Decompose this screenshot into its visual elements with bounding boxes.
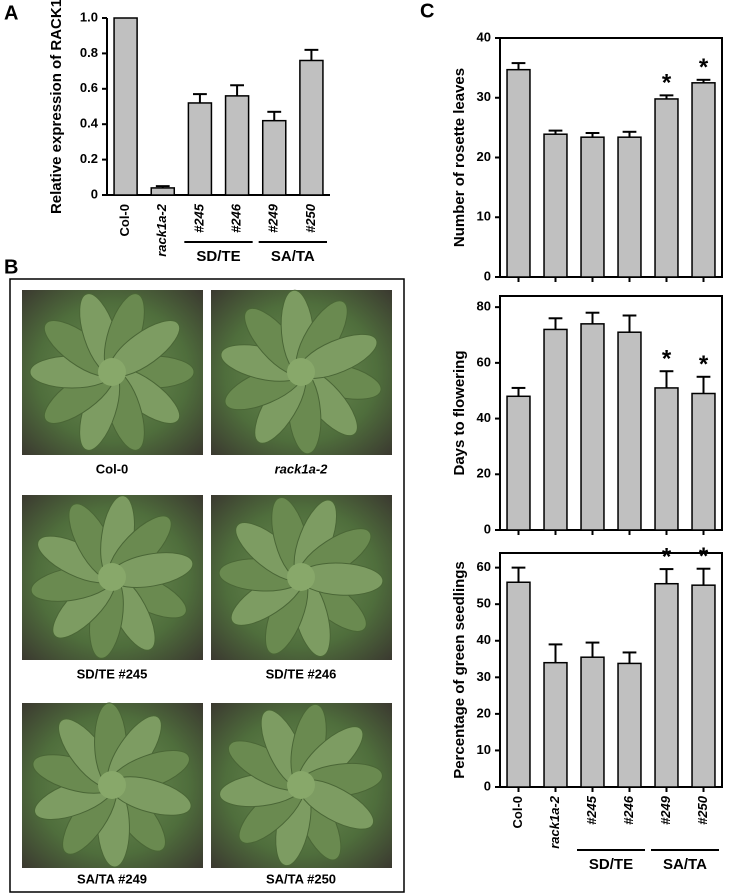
bar: [543, 328, 568, 531]
plot-frame: [499, 37, 723, 278]
significance-mark: *: [699, 351, 709, 378]
significance-mark: *: [699, 543, 709, 570]
x-tick-label: rack1a-2: [547, 795, 562, 849]
bar: [506, 581, 531, 788]
x-tick-label: #246: [621, 795, 636, 825]
y-tick-label: 40: [477, 410, 491, 425]
y-tick-label: 1.0: [80, 9, 98, 24]
y-tick-label: 20: [477, 705, 491, 720]
panel-label: B: [4, 256, 18, 278]
y-tick-label: 40: [477, 29, 491, 44]
x-tick-label: #249: [658, 795, 673, 825]
y-tick-label: 0.8: [80, 45, 98, 60]
y-axis-label: Days to flowering: [451, 350, 468, 475]
rosette-center: [98, 771, 126, 799]
bar: [617, 662, 642, 788]
y-tick-label: 10: [477, 209, 491, 224]
significance-mark: *: [662, 543, 672, 570]
rosette-center: [98, 358, 126, 386]
bar: [543, 661, 568, 788]
y-tick-label: 30: [477, 669, 491, 684]
y-tick-label: 60: [477, 354, 491, 369]
plot-frame: [499, 552, 723, 788]
y-tick-label: 30: [477, 89, 491, 104]
photo-caption: SA/TA #250: [266, 871, 336, 886]
x-tick-label: #250: [695, 795, 710, 825]
x-tick-label: Col-0: [117, 204, 132, 237]
bar: [299, 59, 324, 196]
y-tick-label: 10: [477, 742, 491, 757]
rosette-center: [98, 563, 126, 591]
bar: [261, 119, 287, 196]
y-tick-label: 50: [477, 596, 491, 611]
x-tick-label: Col-0: [510, 796, 525, 829]
bar: [654, 387, 679, 531]
bar: [580, 323, 605, 531]
x-tick-label: rack1a-2: [154, 203, 169, 257]
y-tick-label: 0: [484, 778, 491, 793]
y-tick-label: 0: [484, 268, 491, 283]
photo-caption: SD/TE #246: [266, 666, 337, 681]
photo-caption: rack1a-2: [275, 461, 329, 476]
group-label: SD/TE: [589, 856, 633, 873]
bar: [654, 98, 679, 278]
x-tick-label: #245: [191, 203, 206, 233]
y-tick-label: 80: [477, 299, 491, 314]
photo-caption: SD/TE #245: [77, 666, 148, 681]
x-tick-label: #245: [584, 795, 599, 825]
bar: [691, 392, 716, 531]
bar: [150, 187, 176, 196]
rosette-center: [287, 563, 315, 591]
bar: [506, 68, 531, 278]
y-axis-label: Percentage of green seedlings: [451, 561, 468, 779]
bar: [506, 395, 531, 531]
y-tick-label: 0.2: [80, 151, 98, 166]
y-tick-label: 20: [477, 466, 491, 481]
bar: [543, 133, 568, 278]
y-tick-label: 60: [477, 559, 491, 574]
bar: [691, 584, 716, 788]
panel-label: C: [420, 0, 434, 22]
bar: [654, 582, 679, 788]
bar: [691, 82, 716, 278]
significance-mark: *: [662, 70, 672, 97]
panel-label: A: [4, 2, 18, 24]
y-tick-label: 40: [477, 632, 491, 647]
y-axis-label: Relative expression of RACK1: [48, 0, 65, 214]
y-tick-label: 0.6: [80, 80, 98, 95]
bar: [224, 95, 250, 196]
rosette-center: [287, 771, 315, 799]
bar: [617, 136, 642, 278]
photo-frame: [9, 278, 405, 893]
y-tick-label: 0: [484, 521, 491, 536]
significance-mark: *: [662, 346, 672, 373]
y-tick-label: 0: [91, 186, 98, 201]
x-tick-label: #250: [303, 203, 318, 233]
photo-caption: Col-0: [96, 461, 129, 476]
bar: [617, 331, 642, 531]
group-label: SA/TA: [271, 248, 315, 265]
group-label: SA/TA: [663, 856, 707, 873]
group-label: SD/TE: [196, 248, 240, 265]
bar: [580, 136, 605, 278]
photo-caption: SA/TA #249: [77, 871, 147, 886]
x-tick-label: #249: [266, 203, 281, 233]
plot-frame: [499, 295, 723, 531]
bar: [113, 17, 138, 196]
y-tick-label: 20: [477, 149, 491, 164]
significance-mark: *: [699, 54, 709, 81]
bar: [580, 656, 605, 788]
bar: [187, 102, 213, 196]
y-axis-label: Number of rosette leaves: [451, 68, 468, 247]
x-tick-label: #246: [229, 203, 244, 233]
y-tick-label: 0.4: [80, 116, 99, 131]
rosette-center: [287, 358, 315, 386]
